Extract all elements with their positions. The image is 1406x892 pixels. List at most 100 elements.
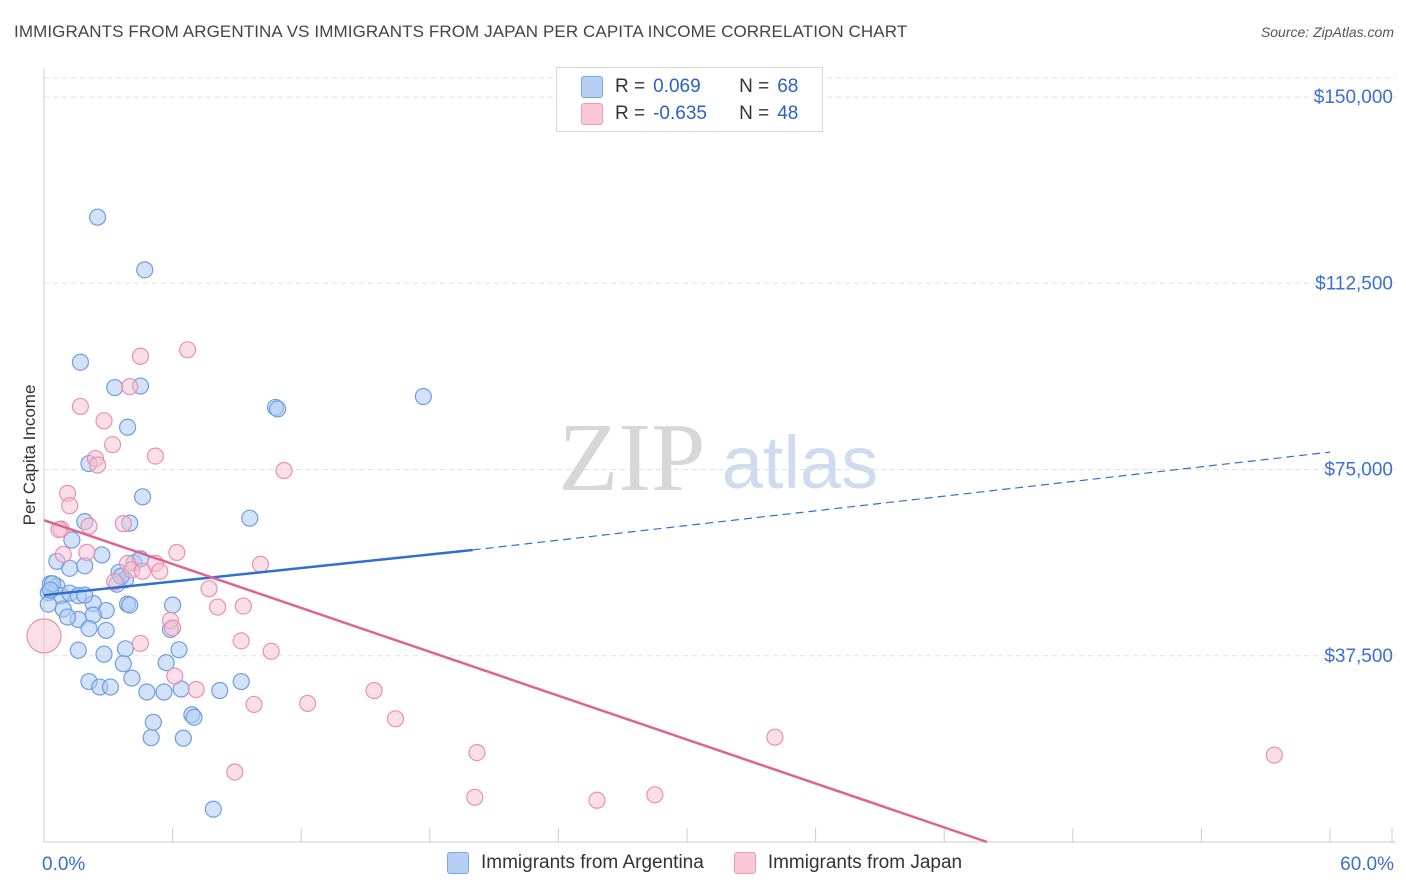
- data-point-japan: [121, 377, 139, 396]
- data-point-japan: [168, 543, 186, 562]
- data-point-argentina: [157, 654, 175, 672]
- data-point-japan: [646, 786, 664, 804]
- axes: [43, 68, 1396, 843]
- data-point-japan: [146, 447, 165, 465]
- trend-lines: [43, 451, 1331, 844]
- series-legend: Immigrants from Argentina Immigrants fro…: [447, 852, 992, 874]
- data-point-japan: [88, 456, 107, 474]
- data-point-japan: [468, 743, 486, 762]
- watermark-atlas: atlas: [722, 421, 878, 504]
- data-point-japan: [200, 580, 218, 598]
- data-point-japan: [262, 642, 280, 660]
- data-point-japan: [1265, 746, 1283, 764]
- stats-legend: R = 0.069 N = 68 R = -0.635 N = 48: [556, 67, 823, 132]
- data-point-argentina: [144, 713, 162, 731]
- r-value-japan: -0.635: [653, 103, 707, 124]
- data-point-argentina: [164, 596, 182, 614]
- legend-item-argentina: Immigrants from Argentina: [447, 852, 704, 874]
- gridlines: [44, 77, 1396, 657]
- data-point-argentina: [114, 655, 132, 673]
- data-point-argentina: [118, 418, 137, 436]
- legend-label-japan: Immigrants from Japan: [767, 852, 963, 873]
- data-point-japan: [299, 694, 317, 713]
- data-point-argentina: [63, 531, 81, 549]
- data-point-argentina: [80, 619, 98, 638]
- data-point-argentina: [69, 641, 87, 659]
- legend-swatch-japan: [581, 103, 603, 125]
- series-argentina: [39, 208, 432, 818]
- r-value-argentina: 0.069: [653, 76, 701, 97]
- data-point-japan: [275, 461, 293, 480]
- n-value-argentina: 68: [777, 76, 799, 97]
- n-label: N =: [739, 76, 770, 97]
- data-point-argentina: [58, 608, 77, 626]
- data-point-argentina: [71, 353, 90, 371]
- data-point-japan: [232, 632, 250, 650]
- n-value-japan: 48: [777, 103, 799, 124]
- y-tick-label: $37,500: [1324, 646, 1393, 667]
- chart-title: IMMIGRANTS FROM ARGENTINA VS IMMIGRANTS …: [14, 22, 908, 41]
- data-point-japan: [114, 515, 132, 533]
- data-point-argentina: [88, 208, 107, 226]
- data-point-japan: [131, 634, 150, 652]
- data-point-argentina: [204, 800, 222, 818]
- data-point-argentina: [414, 387, 432, 406]
- data-point-argentina: [142, 729, 160, 747]
- data-point-japan: [61, 497, 79, 515]
- r-label: R =: [615, 103, 646, 124]
- legend-swatch-japan: [733, 852, 756, 874]
- legend-row-argentina: R = 0.069 N = 68: [581, 76, 798, 98]
- data-point-argentina: [185, 708, 203, 726]
- data-point-argentina: [106, 378, 124, 397]
- data-point-japan: [588, 791, 606, 809]
- data-point-japan: [54, 545, 72, 564]
- n-label: N =: [739, 103, 770, 124]
- data-point-argentina: [136, 261, 154, 279]
- data-point-argentina: [133, 488, 152, 506]
- r-label: R =: [615, 76, 646, 97]
- y-tick-label: $112,500: [1315, 273, 1393, 294]
- data-point-argentina: [123, 669, 141, 687]
- data-point-japan: [209, 598, 227, 616]
- data-point-japan: [234, 597, 252, 615]
- data-point-argentina: [93, 546, 111, 564]
- data-point-argentina: [116, 640, 135, 658]
- legend-row-japan: R = -0.635 N = 48: [581, 103, 798, 125]
- data-point-japan: [179, 341, 197, 359]
- data-point-japan: [103, 436, 122, 454]
- data-point-japan: [71, 397, 90, 416]
- trend-line-argentina: [43, 548, 473, 597]
- data-point-japan: [26, 618, 62, 654]
- x-tick-label: 0.0%: [42, 854, 85, 875]
- data-point-japan: [766, 728, 784, 746]
- watermark-zip: ZIP: [559, 404, 706, 512]
- data-point-japan: [166, 667, 184, 685]
- x-tick-label: 60.0%: [1340, 854, 1394, 875]
- legend-swatch-argentina: [447, 852, 469, 874]
- data-point-japan: [164, 619, 182, 637]
- data-point-argentina: [138, 683, 156, 701]
- data-point-japan: [95, 412, 113, 430]
- trend-line-japan: [43, 518, 988, 844]
- data-point-argentina: [97, 621, 115, 640]
- legend-swatch-argentina: [581, 76, 603, 98]
- data-point-argentina: [95, 645, 113, 663]
- data-point-argentina: [232, 672, 250, 691]
- y-tick-label: $150,000: [1314, 87, 1393, 108]
- data-point-japan: [386, 710, 405, 728]
- data-point-argentina: [121, 596, 139, 614]
- data-point-japan: [245, 695, 263, 714]
- y-axis-label: Per Capita Income: [20, 385, 39, 526]
- data-point-japan: [131, 347, 150, 365]
- source-label: Source: ZipAtlas.com: [1260, 24, 1394, 40]
- data-point-japan: [106, 573, 124, 591]
- legend-item-japan: Immigrants from Japan: [733, 852, 963, 874]
- legend-label-argentina: Immigrants from Argentina: [481, 852, 704, 873]
- tick-labels: $37,500 $75,000 $112,500 $150,000 0.0% 60.0%: [42, 87, 1394, 875]
- data-point-argentina: [170, 641, 188, 659]
- data-point-japan: [187, 680, 205, 699]
- data-point-japan: [226, 763, 244, 781]
- data-point-argentina: [174, 729, 192, 747]
- trend-line-argentina-projection: [472, 451, 1331, 551]
